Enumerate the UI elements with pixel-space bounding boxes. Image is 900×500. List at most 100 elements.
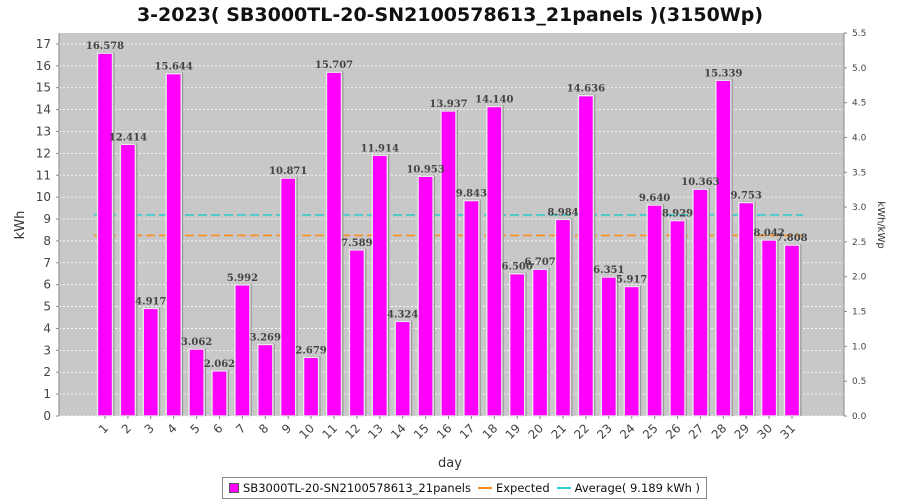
bar [669,219,686,417]
legend-label-series: SB3000TL-20-SN2100578613_21panels [243,481,471,495]
bar [142,307,160,417]
bar [440,110,457,417]
data-label: 15.644 [155,62,193,73]
legend-item-expected: Expected [477,481,550,495]
x-tick-label: 1 [96,421,111,436]
y2-axis-ticks: 0.0 0.5 1.0 1.5 2.0 2.5 3.0 3.5 4.0 4.5 5.0 5.5 [844,29,867,422]
chart-title: 3-2023( SB3000TL-20-SN2100578613_21panel… [137,4,763,26]
data-label: 10.871 [269,166,307,177]
bar-group [554,218,573,417]
y-tick-label: 7 [43,256,51,270]
bar [692,188,709,417]
y2-tick-label: 1.0 [852,342,867,352]
bar [783,244,801,417]
bar [486,105,503,417]
y-axis-label: kWh [13,211,28,240]
x-tick-label: 31 [777,421,798,442]
legend-swatch-average [556,487,571,489]
bar [463,199,480,417]
bar-group [302,356,321,417]
x-tick-label: 20 [526,421,547,442]
y-tick-label: 17 [36,37,51,51]
y2-tick-label: 0.5 [852,377,866,387]
x-tick-label: 9 [279,421,294,436]
bar-group [738,201,756,417]
bar-group [257,343,275,417]
data-label: 9.640 [639,193,670,204]
bar [600,276,617,417]
x-tick-label: 5 [187,421,202,436]
bar [531,268,549,417]
bar-group [96,52,115,417]
data-label: 14.636 [567,84,605,95]
x-tick-label: 22 [571,421,592,442]
data-label: 15.339 [704,68,742,79]
y-tick-label: 4 [43,321,51,335]
x-tick-label: 10 [297,421,318,442]
x-tick-label: 23 [594,421,615,442]
data-label: 8.984 [547,207,578,218]
data-label: 16.578 [86,41,124,52]
data-label: 10.953 [406,164,444,175]
y-tick-label: 11 [36,168,51,182]
y2-tick-label: 5.0 [852,64,867,74]
y2-tick-label: 0.0 [852,412,867,422]
x-tick-label: 19 [503,421,524,442]
data-label: 7.808 [776,233,807,244]
data-label: 9.843 [456,189,487,200]
legend-item-average: Average( 9.189 kWh ) [556,481,701,495]
bar-group [280,177,298,417]
x-tick-label: 2 [119,421,134,436]
data-label: 4.917 [135,296,166,307]
data-label: 6.500 [502,262,533,273]
data-label: 8.042 [753,228,784,239]
bar [371,154,388,417]
y2-axis-label: kWh/kWp [875,201,886,248]
bar-group [783,244,802,417]
bar-group [600,276,619,417]
bar [509,273,526,417]
y2-tick-label: 5.5 [852,29,866,39]
x-tick-label: 6 [210,421,225,436]
data-label: 2.679 [295,345,326,356]
bar-group [715,79,733,417]
y-tick-label: 2 [43,365,51,379]
bar [234,284,251,417]
bar [738,201,755,417]
x-tick-label: 13 [365,421,386,442]
y-tick-label: 0 [43,409,51,423]
data-label: 2.062 [204,359,235,370]
y-tick-label: 12 [36,146,51,160]
legend-label-average: Average( 9.189 kWh ) [574,481,701,495]
x-tick-label: 30 [755,421,776,442]
bar [211,370,228,417]
y-tick-label: 1 [43,387,51,401]
x-tick-label: 25 [640,421,661,442]
bar [119,143,137,417]
x-tick-label: 8 [256,421,271,436]
x-tick-label: 16 [434,421,455,442]
x-axis-ticks: 1 2 3 4 5 6 7 8 9 10 11 12 13 14 15 16 17 18 19 20 21 22 23 24 2… [96,416,798,442]
x-tick-label: 3 [142,421,157,436]
bar-group [188,347,207,417]
y2-tick-label: 3.5 [852,168,866,178]
data-label: 9.753 [731,191,762,202]
x-axis-label: day [438,456,462,471]
bar-group [692,188,710,417]
x-tick-label: 15 [411,421,432,442]
x-tick-label: 4 [165,421,180,436]
bar-group [623,285,642,417]
y2-tick-label: 2.5 [852,238,866,248]
bars [96,52,802,417]
legend: SB3000TL-20-SN2100578613_21panels Expect… [222,477,708,499]
x-tick-label: 24 [617,421,638,442]
x-tick-label: 17 [457,421,478,442]
data-label: 10.363 [681,177,719,188]
bar [188,348,205,417]
legend-swatch-expected [477,487,492,489]
bar [760,239,778,417]
data-label: 5.917 [616,275,647,286]
data-label: 14.140 [475,95,513,106]
data-label: 6.707 [524,257,555,268]
